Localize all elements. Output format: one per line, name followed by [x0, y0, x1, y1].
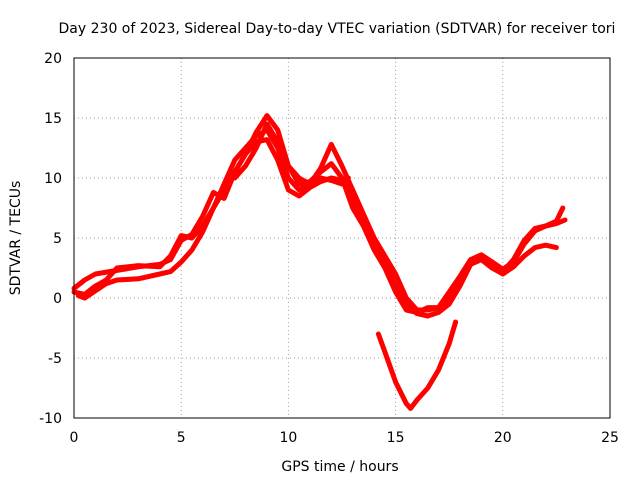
series-track-2 [75, 137, 559, 319]
x-tick-label: 20 [494, 430, 512, 446]
y-tick-label: 20 [44, 51, 62, 67]
y-tick-label: 10 [44, 171, 62, 187]
x-tick-label: 25 [601, 430, 619, 446]
tick-labels: 0 5 10 15 20 25 -10 -5 0 5 10 15 20 [39, 51, 619, 446]
y-tick-label: -10 [39, 411, 62, 427]
series-track-3 [71, 127, 566, 313]
plot-frame [73, 57, 611, 419]
series-track-1 [71, 113, 568, 315]
y-axis-label: SDTVAR / TECUs [8, 181, 24, 296]
series-track-4 [232, 121, 351, 187]
chart-title: Day 230 of 2023, Sidereal Day-to-day VTE… [59, 21, 616, 37]
series-layer [71, 113, 568, 411]
y-tick-label: -5 [48, 351, 62, 367]
x-tick-label: 5 [177, 430, 186, 446]
y-tick-label: 15 [44, 111, 62, 127]
y-tick-label: 0 [53, 291, 62, 307]
y-tick-label: 5 [53, 231, 62, 247]
x-axis-label: GPS time / hours [281, 459, 398, 475]
series-track-5 [375, 319, 459, 411]
x-tick-label: 15 [387, 430, 405, 446]
x-tick-label: 0 [70, 430, 79, 446]
x-tick-label: 10 [279, 430, 297, 446]
